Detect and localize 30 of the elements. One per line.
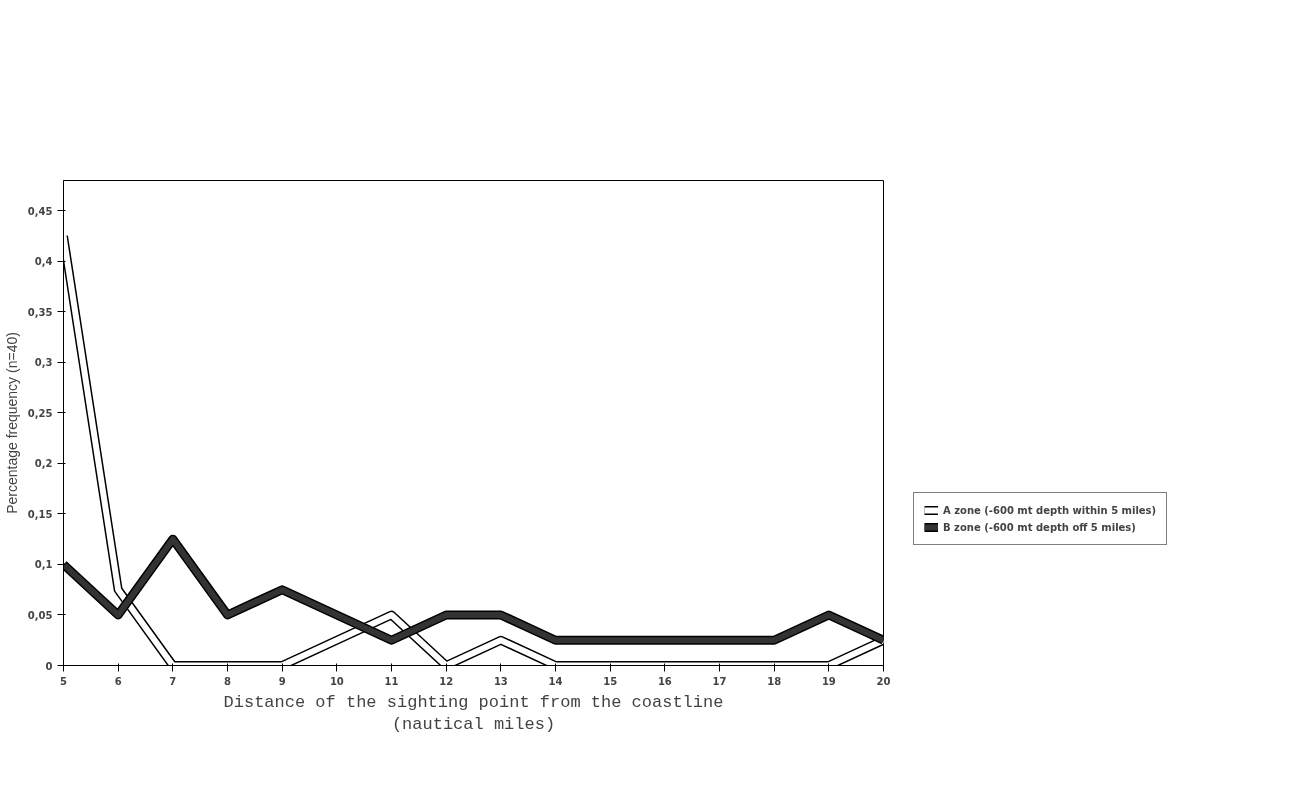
y-tick-label: 0,05 (27, 609, 53, 621)
x-tick-label: 16 (657, 675, 672, 687)
x-axis-title: Distance of the sighting point from the coastline (nautical miles) (223, 692, 724, 735)
x-tick-label: 19 (821, 675, 836, 687)
x-tick-label: 7 (169, 675, 177, 687)
x-tick-label: 15 (603, 675, 618, 687)
y-tick-label: 0,35 (27, 306, 53, 318)
y-tick-label: 0,2 (34, 458, 53, 470)
y-tick-label: 0,45 (27, 205, 53, 217)
x-tick-label: 11 (384, 675, 399, 687)
x-tick-label: 9 (278, 675, 286, 687)
x-tick-label: 18 (767, 675, 782, 687)
y-tick-label: 0,1 (34, 559, 53, 571)
x-tick-label: 10 (329, 675, 344, 687)
x-tick-label: 6 (114, 675, 122, 687)
y-tick-label: 0,15 (27, 508, 53, 520)
x-tick-label: 5 (60, 675, 68, 687)
y-tick-label: 0,25 (27, 407, 53, 419)
y-tick-label: 0,3 (34, 357, 53, 369)
x-tick-label: 12 (439, 675, 454, 687)
y-axis-title: Percentage frequency (n=40) (3, 332, 20, 514)
x-tick-label: 14 (548, 675, 563, 687)
legend-label: A zone (-600 mt depth within 5 miles) (943, 504, 1157, 516)
x-tick-label: 8 (224, 675, 232, 687)
x-tick-label: 13 (493, 675, 508, 687)
x-tick-label: 20 (876, 675, 891, 687)
y-tick-label: 0 (45, 660, 53, 672)
x-tick-label: 17 (712, 675, 727, 687)
y-tick-label: 0,4 (34, 256, 53, 268)
legend-label: B zone (-600 mt depth off 5 miles) (943, 521, 1136, 533)
